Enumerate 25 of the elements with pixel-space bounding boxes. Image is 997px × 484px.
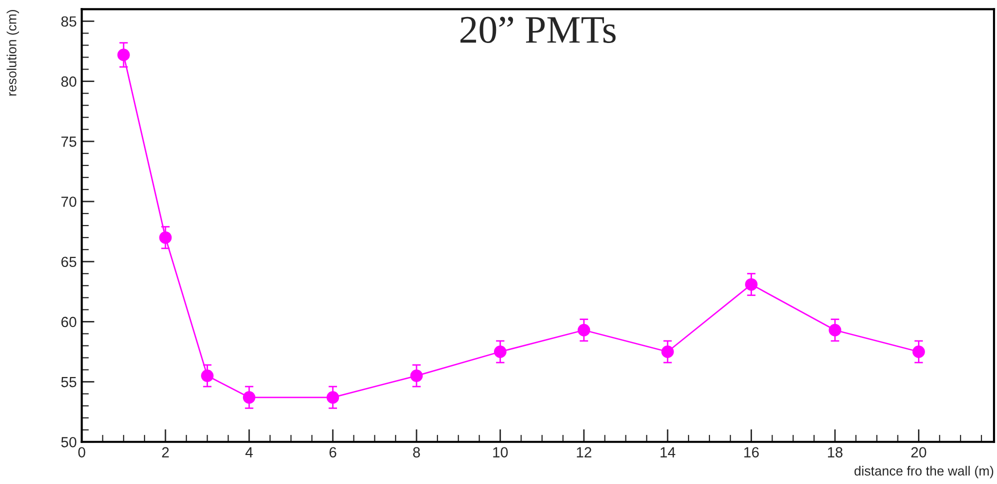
x-tick-label: 20: [911, 447, 926, 458]
x-tick-label: 14: [660, 447, 676, 458]
x-tick-label: 10: [493, 447, 508, 458]
x-axis-title: distance fro the wall (m): [854, 466, 994, 478]
x-tick-label: 18: [828, 447, 842, 458]
x-tick-label: 16: [744, 447, 759, 458]
y-tick-label: 65: [61, 256, 76, 268]
y-axis-title: resolution (cm): [6, 10, 19, 96]
x-tick-label: 4: [245, 447, 253, 458]
point: [159, 231, 172, 244]
y-tick-label: 55: [61, 377, 76, 388]
y-tick-label: 75: [61, 136, 76, 147]
y-tick-label: 85: [61, 16, 76, 27]
y-tick-label: 70: [61, 196, 76, 207]
y-tick-label: 50: [61, 436, 76, 448]
y-tick-label: 60: [61, 316, 76, 328]
x-tick-label: 2: [162, 447, 169, 458]
y-tick-label: 80: [61, 76, 76, 87]
x-tick-label: 8: [413, 447, 420, 458]
x-tick-label: 0: [78, 447, 86, 458]
chart-title: 20” PMTs: [460, 16, 616, 44]
x-tick-label: 6: [330, 447, 336, 458]
point: [828, 324, 842, 336]
x-tick-label: 12: [576, 447, 592, 458]
point: [410, 370, 423, 382]
